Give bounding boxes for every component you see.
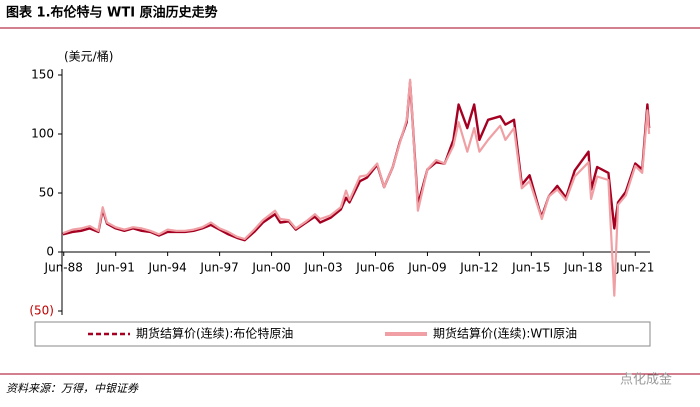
y-tick-label: 100 xyxy=(31,127,54,141)
y-tick-label: 0 xyxy=(46,245,54,259)
x-tick-label: Jun-00 xyxy=(251,261,290,275)
x-tick-label: Jun-88 xyxy=(44,261,83,275)
x-tick-label: Jun-09 xyxy=(407,261,446,275)
x-tick-label: Jun-03 xyxy=(303,261,342,275)
y-tick-label: 150 xyxy=(31,68,54,82)
x-tick-label: Jun-21 xyxy=(615,261,654,275)
y-tick-label: 50 xyxy=(39,186,54,200)
legend-box xyxy=(34,321,651,347)
legend-label: 期货结算价(连续):布伦特原油 xyxy=(136,326,293,341)
legend-label: 期货结算价(连续):WTI原油 xyxy=(433,326,577,341)
watermark: 点化成金 xyxy=(620,372,672,388)
series-line xyxy=(62,80,651,242)
x-tick-label: Jun-12 xyxy=(459,261,498,275)
series-line xyxy=(62,78,651,297)
x-tick-label: Jun-18 xyxy=(563,261,602,275)
x-tick-label: Jun-91 xyxy=(96,261,135,275)
x-tick-label: Jun-97 xyxy=(199,261,238,275)
y-axis-label: (美元/桶) xyxy=(64,49,113,64)
chart-title: 图表 1.布伦特与 WTI 原油历史走势 xyxy=(6,5,218,21)
x-tick-label: Jun-06 xyxy=(355,261,394,275)
y-tick-label: (50) xyxy=(29,304,54,318)
source-note: 资料来源：万得，中银证券 xyxy=(6,382,139,395)
x-tick-label: Jun-15 xyxy=(511,261,550,275)
x-tick-label: Jun-94 xyxy=(147,261,186,275)
